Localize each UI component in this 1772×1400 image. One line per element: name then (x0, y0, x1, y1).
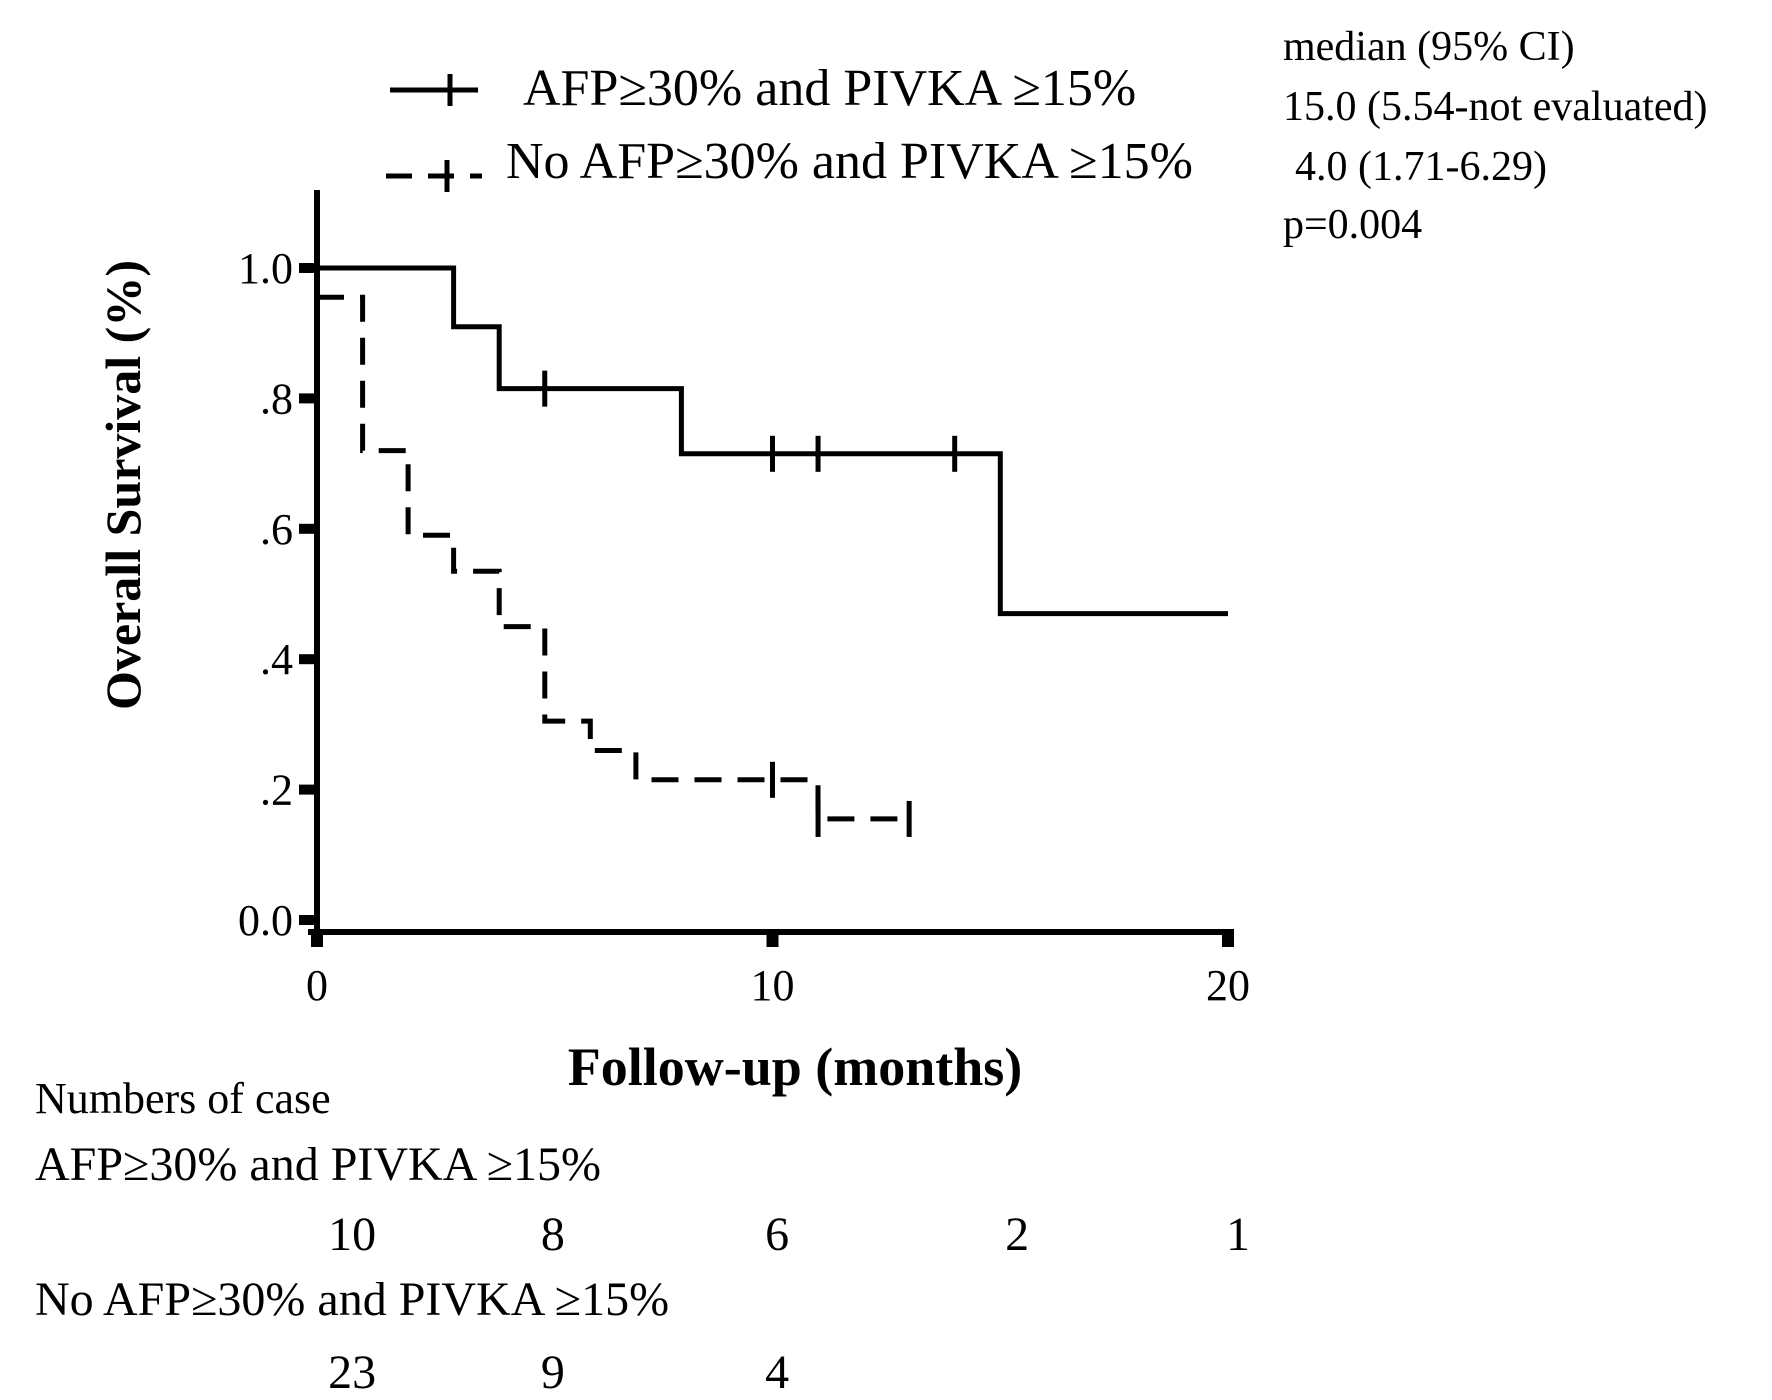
x-axis-title: Follow-up (months) (568, 1037, 1023, 1097)
at-risk-count: 2 (1005, 1208, 1029, 1261)
at-risk-count: 4 (765, 1346, 789, 1395)
x-tick-label: 0 (306, 961, 328, 1010)
annotation-header: median (95% CI) (1283, 24, 1575, 70)
y-tick-mark (299, 784, 317, 795)
risk-table: Numbers of case AFP≥30% and PIVKA ≥15% 1… (35, 1074, 1250, 1399)
y-tick-mark (299, 654, 317, 665)
legend-label-group2: No AFP≥30% and PIVKA ≥15% (506, 133, 1193, 190)
y-tick-label: .8 (260, 374, 293, 423)
at-risk-count: 1 (1226, 1208, 1250, 1261)
y-tick-label: .6 (260, 505, 293, 554)
survival-curve-solid (317, 265, 1228, 617)
at-risk-count: 8 (541, 1208, 565, 1261)
annotation-group1-median: 15.0 (5.54-not evaluated) (1283, 84, 1708, 130)
y-tick-mark (299, 915, 317, 925)
legend-label-group1: AFP≥30% and PIVKA ≥15% (523, 60, 1136, 117)
risk-row-group2-label: No AFP≥30% and PIVKA ≥15% (35, 1273, 669, 1326)
x-axis-ticks: 0 10 20 (306, 933, 1250, 1010)
annotation-p-value: p=0.004 (1283, 202, 1422, 248)
y-tick-mark (299, 523, 317, 534)
y-tick-label: 0.0 (238, 896, 293, 945)
y-tick-label: .2 (260, 766, 293, 815)
y-tick-label: 1.0 (238, 244, 293, 293)
legend: AFP≥30% and PIVKA ≥15% No AFP≥30% and PI… (386, 60, 1193, 192)
x-tick-mark (766, 933, 779, 947)
y-tick-mark (299, 263, 317, 273)
x-tick-mark (1222, 933, 1234, 947)
at-risk-count: 9 (541, 1346, 565, 1395)
plot-axes (308, 190, 1234, 935)
x-tick-mark (311, 933, 323, 947)
survival-curves (317, 265, 1228, 837)
y-tick-label: .4 (260, 635, 293, 684)
risk-table-title: Numbers of case (35, 1074, 331, 1123)
y-axis-ticks: 1.0 .8 .6 .4 .2 0.0 (238, 244, 317, 945)
at-risk-count: 6 (765, 1208, 789, 1261)
median-annotation: median (95% CI) 15.0 (5.54-not evaluated… (1283, 24, 1708, 248)
y-tick-mark (299, 393, 317, 404)
risk-row-group1-label: AFP≥30% and PIVKA ≥15% (35, 1138, 601, 1191)
risk-row-group2-counts: 23 9 4 (328, 1346, 789, 1399)
survival-curve-dashed (317, 294, 910, 822)
x-tick-label: 10 (751, 961, 795, 1010)
risk-row-group1-counts: 10 8 6 2 1 (328, 1208, 1250, 1261)
at-risk-count: 10 (328, 1208, 376, 1261)
annotation-group2-median: 4.0 (1.71-6.29) (1295, 144, 1547, 190)
x-tick-label: 20 (1206, 961, 1250, 1010)
at-risk-count: 23 (328, 1346, 376, 1395)
y-axis-title: Overall Survival (%) (95, 260, 151, 710)
